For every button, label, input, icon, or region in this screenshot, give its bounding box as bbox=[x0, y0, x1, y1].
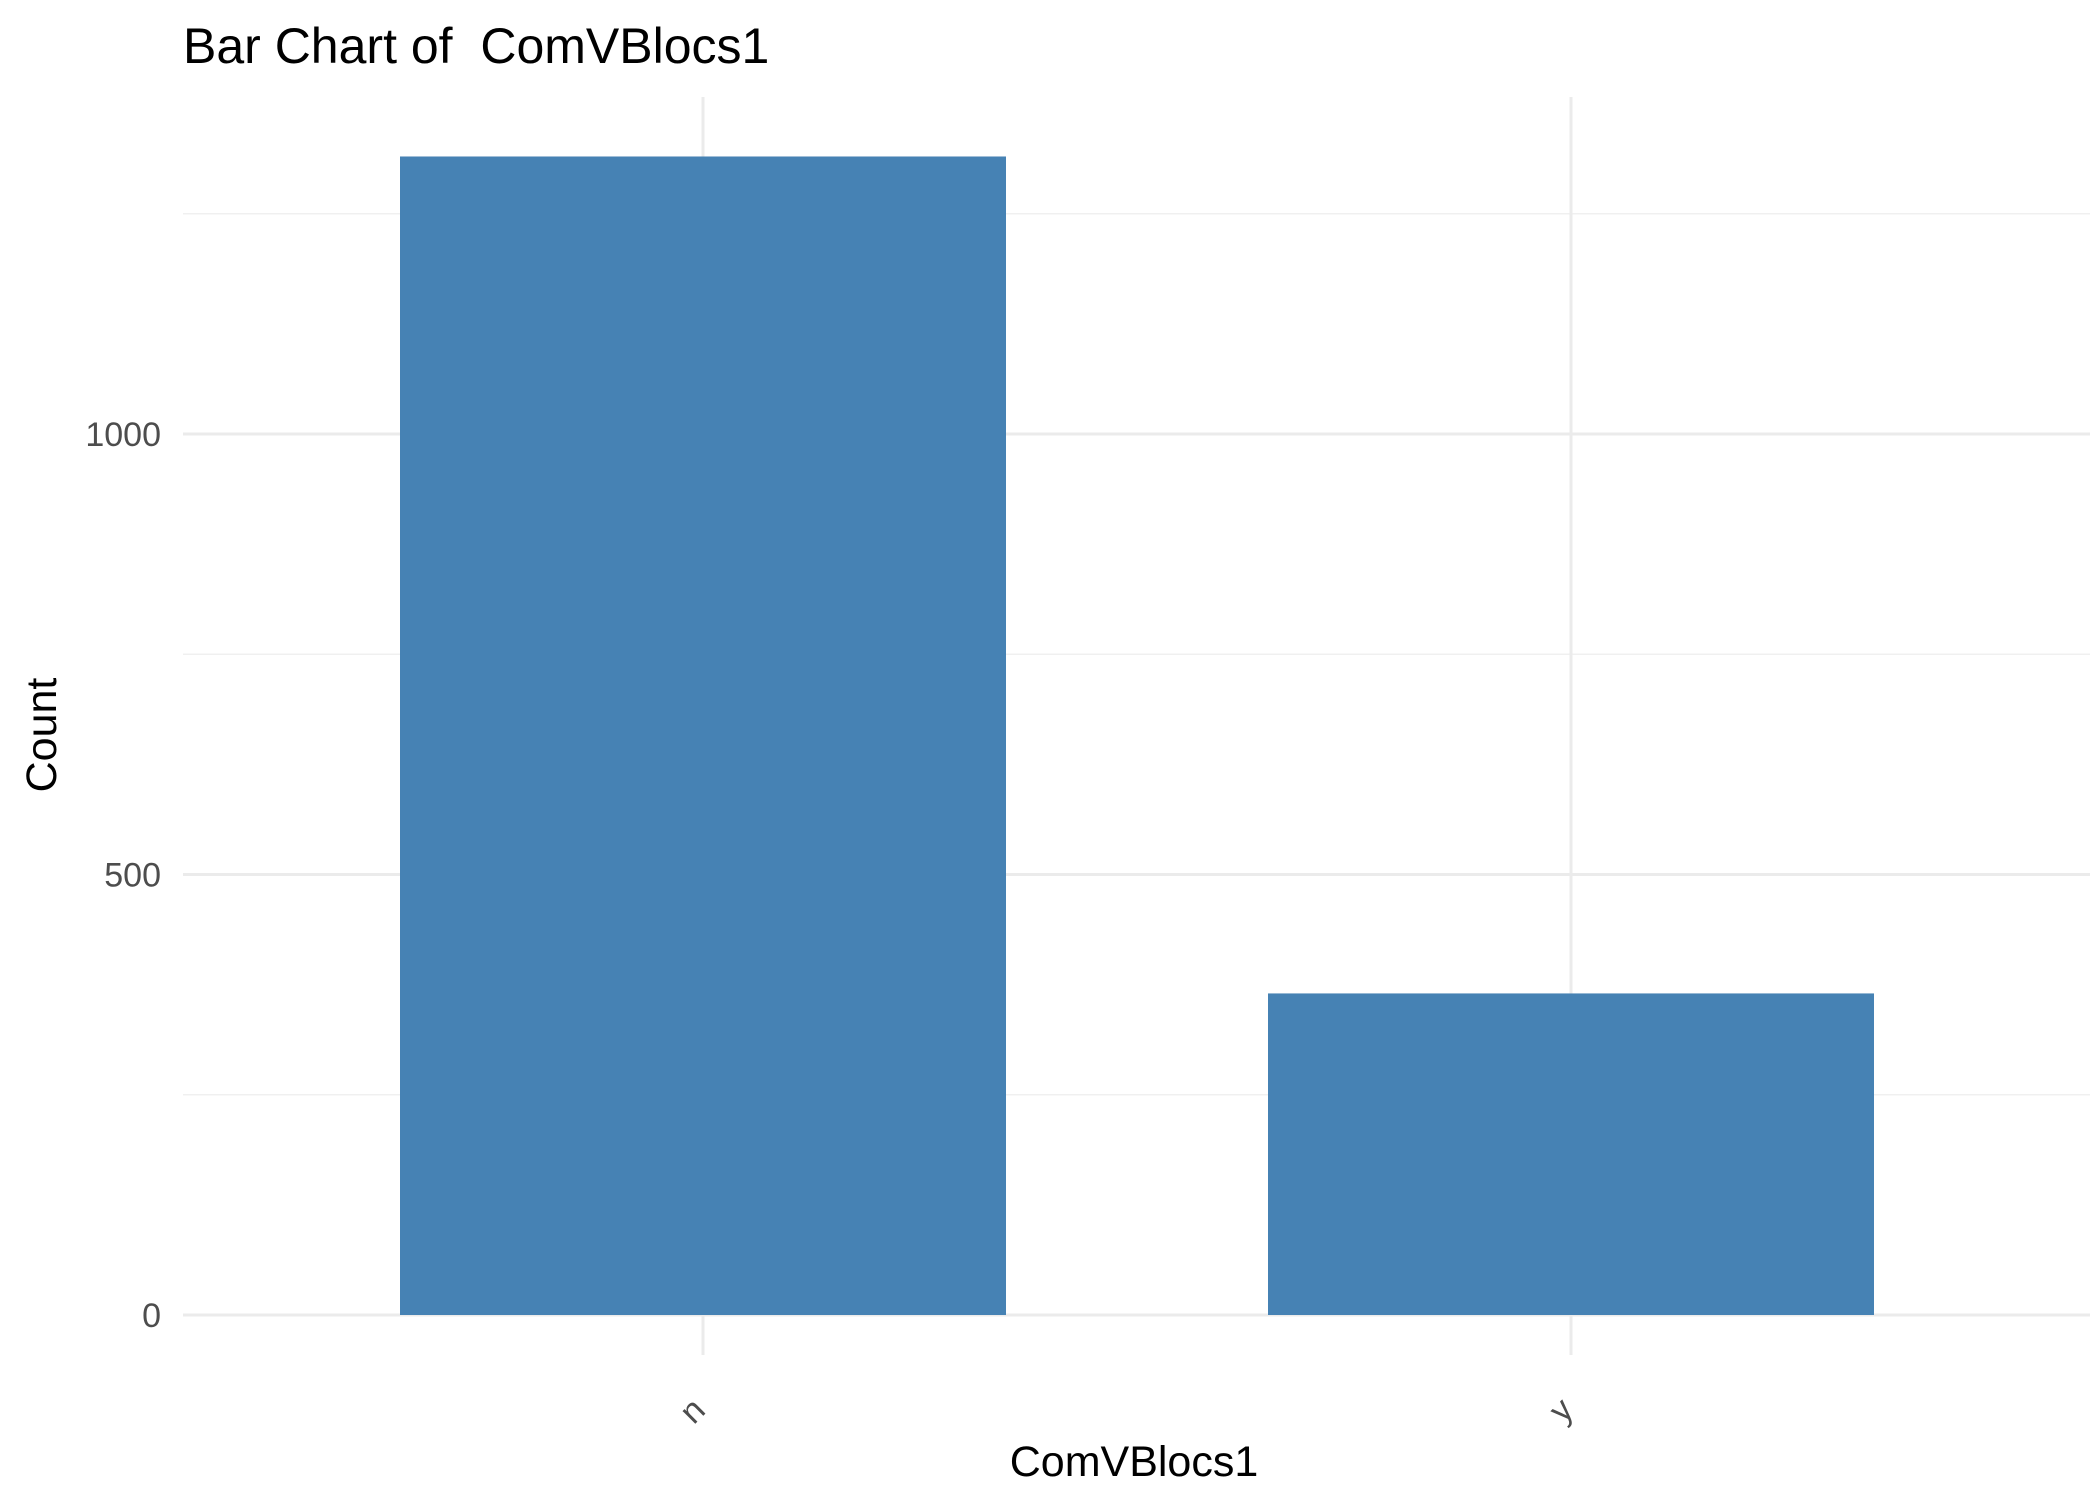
y-axis-title: Count bbox=[18, 678, 66, 793]
bars bbox=[400, 156, 1874, 1316]
chart-title: Bar Chart of ComVBlocs1 bbox=[183, 18, 769, 74]
x-axis-title: ComVBlocs1 bbox=[1010, 1438, 1259, 1486]
bar-y bbox=[1268, 993, 1874, 1315]
y-tick-label: 500 bbox=[104, 857, 161, 895]
y-tick-label: 0 bbox=[142, 1297, 161, 1335]
y-tick-label: 1000 bbox=[85, 416, 161, 454]
bar-n bbox=[400, 156, 1006, 1316]
